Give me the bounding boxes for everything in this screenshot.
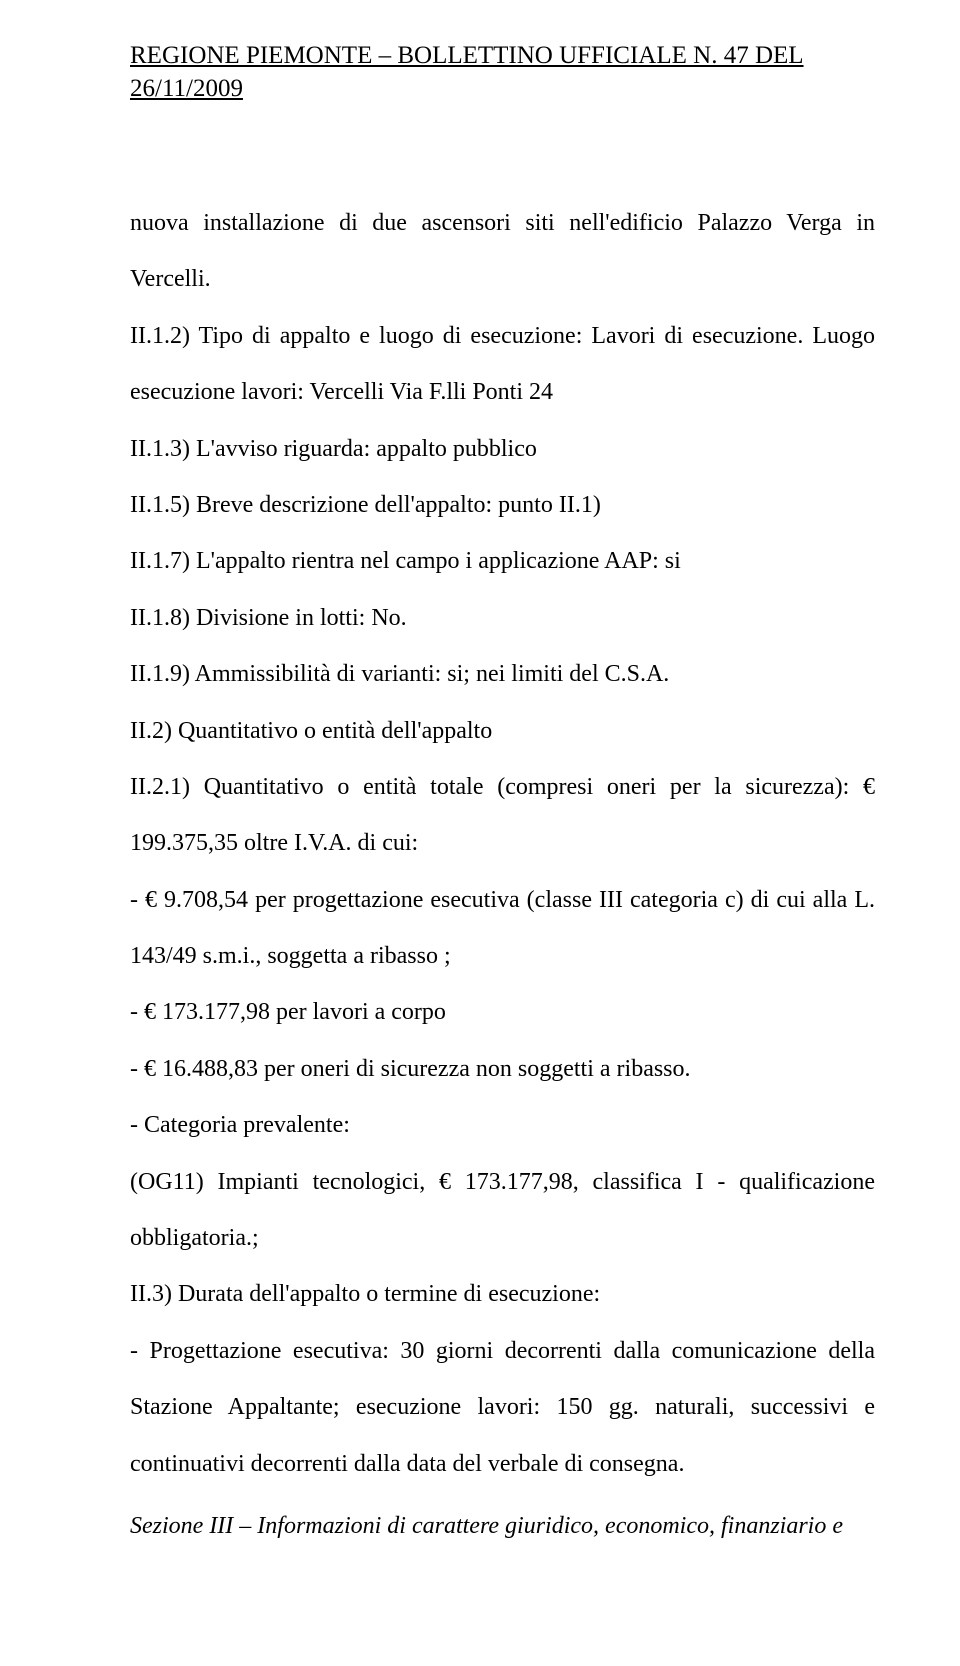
- paragraph: (OG11) Impianti tecnologici, € 173.177,9…: [130, 1154, 875, 1267]
- paragraph: - Progettazione esecutiva: 30 giorni dec…: [130, 1323, 875, 1492]
- paragraph: - € 9.708,54 per progettazione esecutiva…: [130, 872, 875, 985]
- paragraph: II.1.8) Divisione in lotti: No.: [130, 590, 875, 646]
- paragraph: II.1.7) L'appalto rientra nel campo i ap…: [130, 533, 875, 589]
- page-header: REGIONE PIEMONTE – BOLLETTINO UFFICIALE …: [130, 40, 875, 105]
- paragraph: - € 16.488,83 per oneri di sicurezza non…: [130, 1041, 875, 1097]
- paragraph: - Categoria prevalente:: [130, 1097, 875, 1153]
- paragraph: - € 173.177,98 per lavori a corpo: [130, 984, 875, 1040]
- paragraph: II.1.5) Breve descrizione dell'appalto: …: [130, 477, 875, 533]
- section-heading: Sezione III – Informazioni di carattere …: [130, 1498, 875, 1554]
- paragraph: II.1.2) Tipo di appalto e luogo di esecu…: [130, 308, 875, 421]
- paragraph: II.2.1) Quantitativo o entità totale (co…: [130, 759, 875, 872]
- paragraph: II.3) Durata dell'appalto o termine di e…: [130, 1266, 875, 1322]
- paragraph: nuova installazione di due ascensori sit…: [130, 195, 875, 308]
- paragraph: II.1.3) L'avviso riguarda: appalto pubbl…: [130, 421, 875, 477]
- paragraph: II.2) Quantitativo o entità dell'appalto: [130, 703, 875, 759]
- paragraph: II.1.9) Ammissibilità di varianti: si; n…: [130, 646, 875, 702]
- document-page: REGIONE PIEMONTE – BOLLETTINO UFFICIALE …: [0, 0, 960, 1666]
